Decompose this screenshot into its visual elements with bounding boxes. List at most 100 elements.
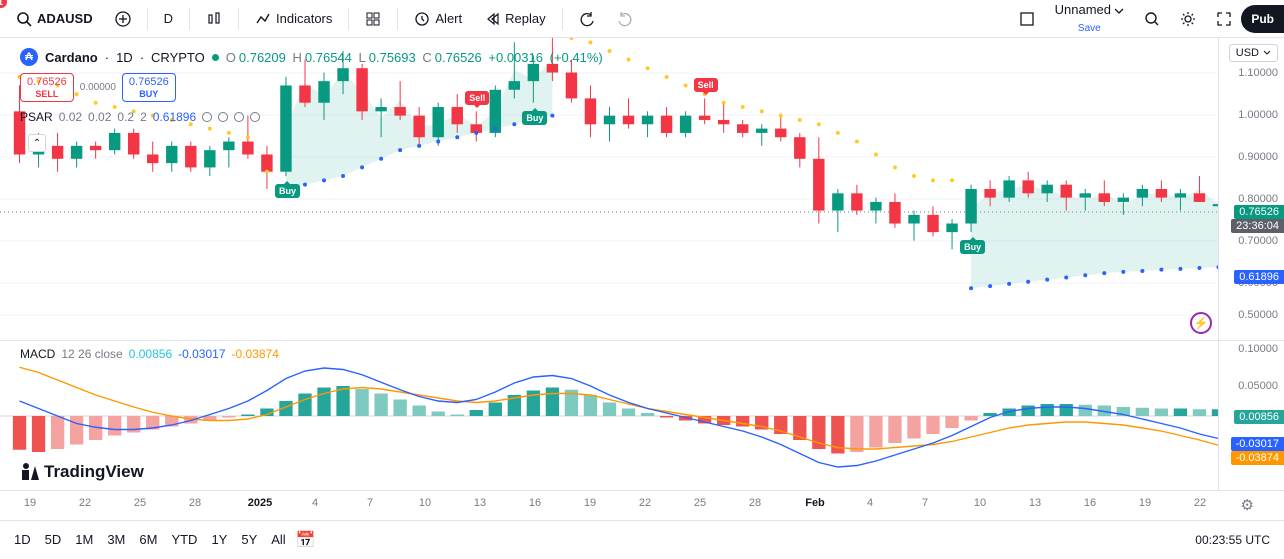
- time-tick: 25: [134, 497, 146, 509]
- time-tick: 28: [749, 497, 761, 509]
- gear-icon: [1180, 11, 1196, 27]
- price-axis[interactable]: 1.100001.000000.900000.800000.700000.600…: [1218, 38, 1284, 340]
- status-dot: [212, 54, 219, 61]
- range-5y[interactable]: 5Y: [241, 532, 257, 547]
- price-label: 0.61896: [1234, 270, 1284, 284]
- psar-dot-icon: [250, 112, 260, 122]
- buy-marker: Buy: [960, 240, 985, 254]
- range-1d[interactable]: 1D: [14, 532, 31, 547]
- buy-button[interactable]: 0.76526BUY: [122, 73, 176, 102]
- price-chart-svg: [0, 38, 1284, 340]
- sell-marker: Sell: [694, 78, 718, 92]
- notification-badge[interactable]: 1: [0, 0, 7, 8]
- replay-button[interactable]: Replay: [476, 5, 553, 33]
- macd-tick: 0.10000: [1238, 343, 1278, 355]
- range-1y[interactable]: 1Y: [211, 532, 227, 547]
- time-tick: 7: [367, 497, 373, 509]
- fullscreen-button[interactable]: [1208, 5, 1240, 33]
- range-ytd[interactable]: YTD: [171, 532, 197, 547]
- psar-dot-icon: [234, 112, 244, 122]
- macd-panel[interactable]: MACD 12 26 close 0.00856 -0.03017 -0.038…: [0, 340, 1284, 490]
- footer: 1D 5D 1M 3M 6M YTD 1Y 5Y All 📅 00:23:55 UTC: [0, 520, 1284, 558]
- symbol-name: Cardano: [45, 50, 98, 65]
- save-layout[interactable]: Unnamed Save: [1047, 5, 1132, 33]
- price-label: 0.76526: [1234, 205, 1284, 219]
- publish-button[interactable]: Pub: [1241, 5, 1284, 33]
- range-1m[interactable]: 1M: [75, 532, 93, 547]
- price-tick: 1.00000: [1238, 109, 1278, 121]
- grid-icon: [365, 11, 381, 27]
- time-tick: 10: [974, 497, 986, 509]
- sell-button[interactable]: 0.76526SELL: [20, 73, 74, 102]
- macd-label: 0.00856: [1234, 410, 1284, 424]
- range-3m[interactable]: 3M: [107, 532, 125, 547]
- goto-date[interactable]: 📅: [296, 530, 316, 550]
- time-tick: 4: [312, 497, 318, 509]
- range-6m[interactable]: 6M: [139, 532, 157, 547]
- alert-icon: [414, 11, 430, 27]
- time-tick: 22: [639, 497, 651, 509]
- range-5d[interactable]: 5D: [45, 532, 62, 547]
- collapse-legend[interactable]: ⌃: [28, 134, 46, 152]
- price-tick: 0.90000: [1238, 151, 1278, 163]
- time-tick: 25: [694, 497, 706, 509]
- undo-button[interactable]: [571, 5, 603, 33]
- price-tick: 0.50000: [1238, 309, 1278, 321]
- sell-marker: Sell: [465, 91, 489, 105]
- search-icon: [16, 11, 32, 27]
- replay-icon: [484, 11, 500, 27]
- time-axis[interactable]: ⚙ 1922252820254710131619222528Feb4710131…: [0, 490, 1284, 520]
- chart-style[interactable]: [198, 5, 230, 33]
- range-all[interactable]: All: [271, 532, 285, 547]
- alert-button[interactable]: Alert: [406, 5, 470, 33]
- chevron-down-icon: [1114, 6, 1124, 16]
- buy-marker: Buy: [522, 111, 547, 125]
- layout-icon: [1019, 11, 1035, 27]
- add-symbol[interactable]: [107, 5, 139, 33]
- range-selector: 1D 5D 1M 3M 6M YTD 1Y 5Y All: [14, 532, 286, 547]
- indicators-icon: [255, 11, 271, 27]
- templates-button[interactable]: [357, 5, 389, 33]
- time-tick: 19: [1139, 497, 1151, 509]
- time-tick: Feb: [805, 497, 825, 509]
- psar-dot-icon: [202, 112, 212, 122]
- replay-flash-icon[interactable]: ⚡: [1190, 312, 1212, 334]
- macd-svg: [0, 341, 1284, 491]
- ohlc-display: O0.76209 H0.76544 L0.75693 C0.76526 +0.0…: [226, 50, 606, 65]
- time-tick: 7: [922, 497, 928, 509]
- macd-label: -0.03874: [1231, 451, 1284, 465]
- layout-button[interactable]: [1011, 5, 1043, 33]
- time-tick: 16: [1084, 497, 1096, 509]
- currency-select[interactable]: USD: [1229, 44, 1278, 62]
- symbol-search[interactable]: ADAUSD: [8, 5, 101, 33]
- price-tick: 0.80000: [1238, 193, 1278, 205]
- settings-button[interactable]: [1172, 5, 1204, 33]
- time-tick: 22: [1194, 497, 1206, 509]
- quick-search[interactable]: [1136, 5, 1168, 33]
- buy-sell-panel: 0.76526SELL 0.00000 0.76526BUY: [20, 73, 176, 102]
- chevron-down-icon: [1263, 49, 1271, 57]
- price-tick: 1.10000: [1238, 67, 1278, 79]
- logo-icon: [20, 462, 40, 482]
- spread: 0.00000: [80, 82, 116, 93]
- time-tick: 22: [79, 497, 91, 509]
- psar-legend[interactable]: PSAR 0.02 0.02 0.2 2 0.61896: [20, 110, 260, 124]
- chart-legend: ₳ Cardano ·1D ·CRYPTO O0.76209 H0.76544 …: [20, 48, 606, 66]
- interval-select[interactable]: D: [156, 5, 181, 33]
- time-tick: 4: [867, 497, 873, 509]
- macd-axis[interactable]: 0.100000.05000-0.050000.00856-0.03017-0.…: [1218, 341, 1284, 490]
- clock: 00:23:55 UTC: [1195, 533, 1270, 547]
- time-tick: 13: [474, 497, 486, 509]
- time-tick: 19: [584, 497, 596, 509]
- macd-legend[interactable]: MACD 12 26 close 0.00856 -0.03017 -0.038…: [20, 347, 279, 361]
- price-tick: 0.70000: [1238, 235, 1278, 247]
- symbol-icon: ₳: [20, 48, 38, 66]
- price-chart[interactable]: USD ₳ Cardano ·1D ·CRYPTO O0.76209 H0.76…: [0, 38, 1284, 340]
- top-toolbar: 1 ADAUSD D Indicators Alert Replay Unnam…: [0, 0, 1284, 38]
- time-tick: 19: [24, 497, 36, 509]
- macd-tick: 0.05000: [1238, 380, 1278, 392]
- candles-icon: [206, 11, 222, 27]
- axis-settings[interactable]: ⚙: [1241, 496, 1254, 514]
- redo-button[interactable]: [609, 5, 641, 33]
- indicators-button[interactable]: Indicators: [247, 5, 340, 33]
